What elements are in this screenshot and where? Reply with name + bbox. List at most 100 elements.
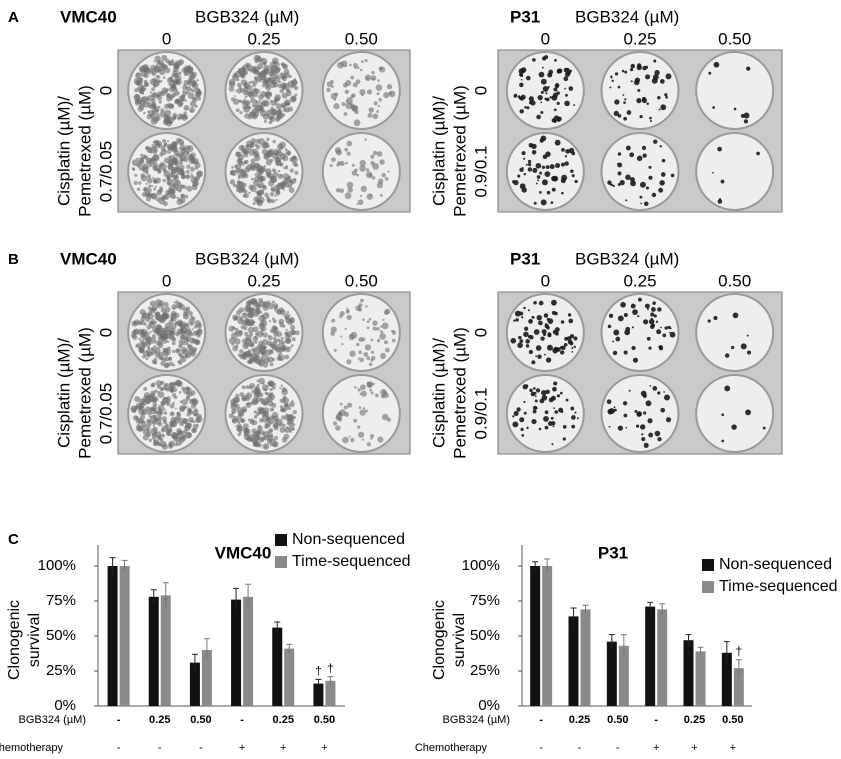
bar bbox=[721, 652, 732, 706]
colony bbox=[183, 313, 190, 320]
colony bbox=[190, 174, 194, 178]
colony bbox=[177, 431, 182, 436]
column-label: 0.25 bbox=[623, 29, 656, 48]
colony bbox=[228, 81, 236, 88]
colony bbox=[170, 412, 174, 415]
error-bar bbox=[544, 558, 551, 573]
colony bbox=[246, 394, 250, 397]
colony bbox=[162, 178, 166, 183]
colony bbox=[562, 437, 566, 441]
colony bbox=[519, 339, 524, 343]
colony bbox=[259, 101, 266, 108]
colony bbox=[384, 310, 389, 316]
colony bbox=[234, 95, 237, 98]
colony bbox=[237, 176, 241, 180]
colony bbox=[642, 65, 647, 71]
colony bbox=[359, 68, 363, 72]
x-tick-label: - bbox=[654, 714, 658, 726]
colony bbox=[196, 170, 203, 177]
colony bbox=[276, 143, 284, 151]
colony bbox=[135, 157, 139, 160]
well bbox=[697, 376, 773, 451]
colony bbox=[186, 164, 191, 169]
colony bbox=[276, 343, 281, 348]
colony bbox=[356, 202, 359, 206]
colony bbox=[532, 409, 537, 414]
colony bbox=[573, 104, 576, 106]
colony bbox=[525, 163, 528, 166]
colony bbox=[234, 338, 241, 345]
colony bbox=[746, 334, 749, 337]
colony bbox=[155, 75, 159, 79]
colony bbox=[241, 320, 248, 326]
colony bbox=[239, 87, 245, 93]
colony bbox=[170, 336, 176, 342]
colony bbox=[142, 350, 150, 357]
colony bbox=[236, 310, 242, 316]
error-bar bbox=[315, 678, 322, 688]
colony bbox=[551, 421, 556, 426]
colony bbox=[187, 92, 195, 100]
colony bbox=[187, 344, 194, 351]
colony bbox=[634, 409, 638, 413]
colony bbox=[231, 166, 234, 169]
colony bbox=[608, 408, 615, 415]
colony bbox=[185, 174, 191, 180]
y-axis-label: survival bbox=[451, 613, 468, 667]
colony bbox=[271, 168, 276, 173]
row-label: Cisplatin (µM)/ bbox=[429, 338, 448, 448]
colony bbox=[258, 377, 265, 385]
colony bbox=[146, 177, 153, 184]
x-row-label: BGB324 (µM) bbox=[19, 714, 86, 726]
colony bbox=[154, 321, 158, 324]
colony bbox=[278, 318, 285, 325]
colony bbox=[612, 350, 618, 356]
colony bbox=[516, 407, 521, 412]
colony bbox=[156, 441, 161, 446]
colony bbox=[517, 95, 521, 99]
colony bbox=[166, 88, 170, 92]
colony bbox=[239, 158, 242, 162]
colony bbox=[540, 90, 544, 94]
x-tick-label: 0.25 bbox=[149, 714, 170, 726]
colony bbox=[260, 436, 266, 441]
colony bbox=[178, 390, 182, 394]
colony bbox=[172, 401, 175, 405]
row-label: Pemetrexed (µM) bbox=[75, 327, 94, 459]
colony bbox=[189, 88, 193, 92]
colony bbox=[235, 163, 242, 170]
colony bbox=[344, 147, 349, 152]
colony bbox=[185, 169, 190, 174]
colony bbox=[281, 437, 288, 443]
colony bbox=[622, 94, 625, 96]
colony bbox=[524, 106, 527, 109]
colony bbox=[269, 78, 276, 84]
colony bbox=[712, 106, 715, 109]
chemo-label: + bbox=[321, 742, 327, 754]
colony bbox=[571, 415, 576, 420]
colony bbox=[283, 108, 287, 112]
colony bbox=[151, 334, 157, 339]
colony bbox=[287, 183, 293, 189]
colony bbox=[179, 97, 184, 102]
colony bbox=[272, 336, 277, 341]
plate-photo bbox=[497, 49, 783, 213]
colony bbox=[617, 114, 622, 118]
colony bbox=[554, 311, 558, 316]
colony bbox=[613, 329, 620, 336]
colony bbox=[279, 147, 283, 150]
colony bbox=[268, 319, 272, 323]
colony bbox=[533, 387, 536, 390]
colony bbox=[657, 437, 662, 442]
colony bbox=[547, 318, 554, 324]
colony bbox=[165, 423, 169, 426]
colony bbox=[646, 102, 650, 105]
colony bbox=[163, 411, 168, 415]
colony bbox=[177, 416, 182, 422]
colony bbox=[648, 165, 652, 169]
bar bbox=[313, 683, 324, 706]
colony bbox=[528, 101, 532, 105]
colony bbox=[174, 321, 178, 325]
colony bbox=[287, 333, 293, 338]
colony bbox=[388, 90, 396, 98]
